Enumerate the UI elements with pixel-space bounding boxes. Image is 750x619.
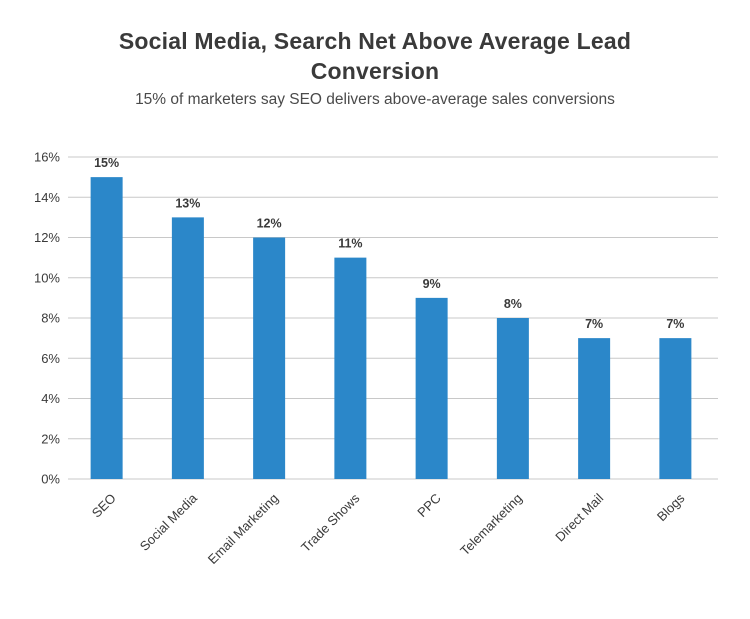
data-label: 7% <box>666 317 684 331</box>
x-tick-label: Social Media <box>137 490 201 554</box>
y-tick-label: 6% <box>41 351 60 366</box>
bar <box>171 217 204 479</box>
x-tick-label: Blogs <box>654 490 688 524</box>
chart-title-line-2: Conversion <box>310 58 440 84</box>
data-label: 7% <box>585 317 603 331</box>
data-label: 15% <box>94 156 119 170</box>
y-tick-label: 2% <box>41 431 60 446</box>
x-tick-label: Telemarketing <box>457 491 525 559</box>
x-tick-label: Trade Shows <box>298 490 363 555</box>
bar <box>578 338 611 479</box>
bar <box>334 257 367 479</box>
y-tick-label: 8% <box>41 311 60 326</box>
y-tick-label: 12% <box>34 230 60 245</box>
data-label: 13% <box>175 196 200 210</box>
bars <box>90 177 692 479</box>
x-tick-label: SEO <box>89 491 119 521</box>
bar <box>659 338 692 479</box>
chart-subtitle: 15% of marketers say SEO delivers above-… <box>135 91 615 108</box>
bar <box>90 177 123 479</box>
y-tick-label: 14% <box>34 190 60 205</box>
bar <box>415 297 448 479</box>
data-labels: 15% 13% 12% 11% 9% 8% 7% 7% <box>94 156 684 331</box>
x-tick-label: Email Marketing <box>205 491 282 568</box>
y-axis-ticks: 0% 2% 4% 6% 8% 10% 12% 14% 16% <box>34 150 60 487</box>
chart-title-line-1: Social Media, Search Net Above Average L… <box>118 28 632 54</box>
data-label: 11% <box>338 237 362 251</box>
x-tick-label: Direct Mail <box>552 490 606 544</box>
data-label: 8% <box>504 297 522 311</box>
x-axis-ticks: SEO Social Media Email Marketing Trade Show… <box>89 490 688 567</box>
y-tick-label: 10% <box>34 270 60 285</box>
bar <box>496 318 529 479</box>
y-tick-label: 16% <box>34 150 60 165</box>
y-tick-label: 4% <box>41 391 60 406</box>
grid-lines <box>68 156 718 480</box>
bar <box>253 237 286 479</box>
data-label: 9% <box>423 277 441 291</box>
data-label: 12% <box>257 217 282 231</box>
x-tick-label: PPC <box>414 491 444 521</box>
y-tick-label: 0% <box>41 472 60 487</box>
